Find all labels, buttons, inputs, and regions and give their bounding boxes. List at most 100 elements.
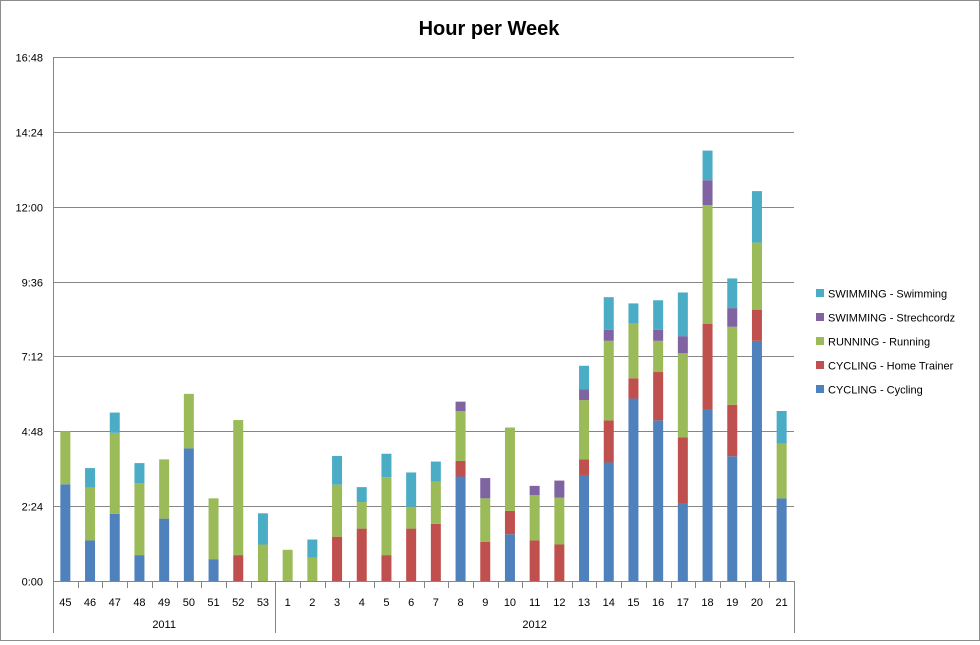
bar-segment — [628, 323, 639, 379]
legend-label: CYCLING - Cycling — [828, 385, 923, 397]
x-tick-label: 52 — [232, 597, 244, 609]
y-tick-label: 4:48 — [22, 427, 43, 439]
bar-segment — [455, 411, 466, 461]
bar-segment — [257, 513, 268, 545]
x-tick-label: 53 — [257, 597, 269, 609]
bar-segment — [653, 420, 664, 581]
bar-segment — [702, 205, 713, 324]
bar-segment — [183, 448, 194, 581]
bar-segment — [159, 459, 170, 519]
bar-segment — [751, 309, 762, 341]
legend-swatch — [816, 385, 824, 393]
x-tick-label: 4 — [359, 597, 365, 609]
y-tick-label: 14:24 — [15, 128, 43, 140]
bar-segment — [233, 420, 244, 556]
bar-segment — [677, 503, 688, 581]
x-tick-label: 11 — [529, 597, 540, 609]
x-tick-label: 19 — [726, 597, 738, 609]
bar-segment — [653, 340, 664, 373]
x-tick-label: 18 — [701, 597, 713, 609]
x-tick-label: 51 — [207, 597, 219, 609]
bar-segment — [282, 549, 293, 581]
bar-segment — [455, 460, 466, 477]
legend-swatch — [816, 361, 824, 369]
bar-segment — [109, 432, 120, 514]
bar-segment — [356, 528, 367, 581]
bar-segment — [85, 487, 96, 541]
bar-segment — [406, 472, 417, 507]
bar-segment — [60, 484, 71, 581]
bar-segment — [751, 242, 762, 310]
bar-segment — [677, 292, 688, 337]
bar-segment — [603, 297, 614, 330]
bar-segment — [579, 459, 590, 475]
bar-segment — [332, 455, 343, 485]
x-tick-label: 17 — [677, 597, 689, 609]
bar-segment — [455, 476, 466, 581]
x-tick-label: 10 — [504, 597, 516, 609]
x-tick-label: 8 — [457, 597, 463, 609]
bar-segment — [134, 463, 145, 484]
bar-segment — [134, 555, 145, 581]
legend-label: CYCLING - Home Trainer — [828, 361, 954, 373]
bar-segment — [628, 378, 639, 399]
bar-segment — [504, 510, 515, 535]
x-tick-label: 48 — [133, 597, 145, 609]
x-tick-label: 50 — [183, 597, 195, 609]
bar-segment — [702, 180, 713, 206]
bar-segment — [702, 323, 713, 410]
x-tick-label: 6 — [408, 597, 414, 609]
bar-segment — [356, 487, 367, 503]
bar-segment — [332, 484, 343, 537]
bar-segment — [208, 559, 219, 581]
bar-segment — [727, 308, 738, 327]
bar-segment — [430, 461, 441, 482]
bar-segment — [776, 443, 787, 499]
y-tick-label: 7:12 — [22, 352, 43, 364]
chart-title: Hour per Week — [419, 18, 561, 40]
bar-segment — [356, 502, 367, 529]
x-tick-label: 45 — [59, 597, 71, 609]
bar-segment — [455, 401, 466, 412]
y-tick-label: 2:24 — [22, 502, 43, 514]
legend-swatch — [816, 289, 824, 297]
bar-segment — [579, 365, 590, 390]
x-tick-label: 46 — [84, 597, 96, 609]
bar-segment — [208, 498, 219, 560]
bar-segment — [381, 453, 392, 478]
x-tick-label: 1 — [285, 597, 291, 609]
x-tick-label: 15 — [627, 597, 639, 609]
bar-segment — [233, 555, 244, 581]
bar-segment — [776, 498, 787, 581]
x-tick-label: 7 — [433, 597, 439, 609]
bar-segment — [60, 431, 71, 485]
x-tick-label: 2 — [309, 597, 315, 609]
bar-segment — [529, 540, 540, 581]
y-tick-label: 9:36 — [22, 278, 43, 290]
bar-segment — [307, 539, 318, 558]
y-tick-label: 12:00 — [15, 203, 43, 215]
bar-segment — [529, 495, 540, 541]
x-tick-label: 21 — [776, 597, 788, 609]
x-tick-label: 49 — [158, 597, 170, 609]
legend-label: SWIMMING - Strechcordz — [828, 313, 955, 325]
x-tick-label: 9 — [482, 597, 488, 609]
bar-segment — [480, 542, 491, 581]
bar-segment — [504, 427, 515, 511]
bar-segment — [603, 329, 614, 341]
bar-segment — [579, 474, 590, 581]
bar-segment — [603, 340, 614, 421]
x-tick-label: 12 — [553, 597, 565, 609]
bar-segment — [529, 485, 540, 496]
bar-segment — [579, 389, 590, 401]
bar-segment — [109, 412, 120, 433]
x-tick-label: 5 — [383, 597, 389, 609]
bar-segment — [727, 278, 738, 309]
bar-segment — [677, 336, 688, 354]
bar-segment — [554, 497, 565, 545]
x-tick-label: 20 — [751, 597, 763, 609]
x-tick-label: 13 — [578, 597, 590, 609]
y-axis: 0:00 2:24 4:48 7:12 9:36 12:00 14:24 16:48 — [15, 53, 54, 589]
bar-segment — [653, 329, 664, 341]
